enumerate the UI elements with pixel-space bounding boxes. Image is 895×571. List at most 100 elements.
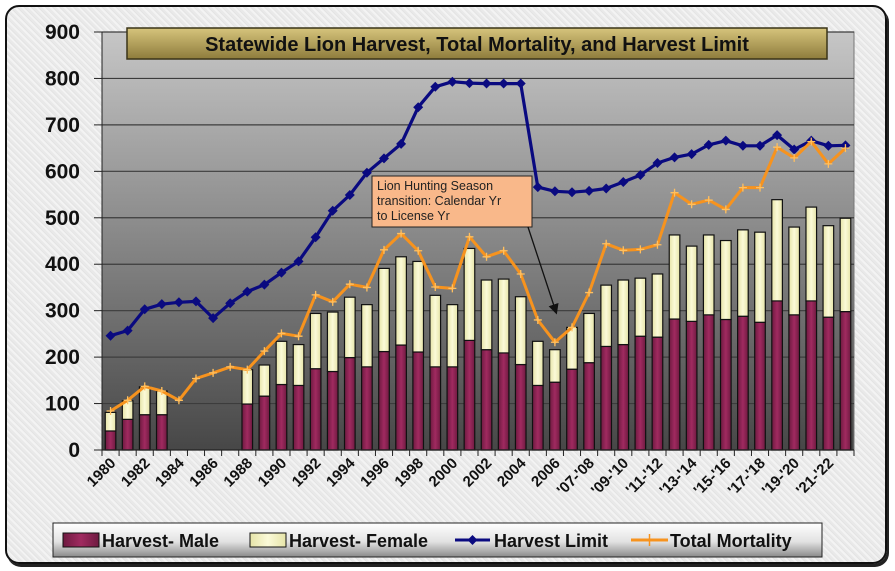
harvest-limit-point — [703, 139, 714, 150]
bar-female — [839, 217, 852, 313]
harvest-limit-point — [601, 183, 612, 194]
total-mortality-point — [157, 387, 166, 396]
total-mortality-point — [414, 246, 423, 255]
total-mortality-point — [277, 329, 286, 338]
harvest-limit-point — [532, 182, 543, 193]
harvest-limit-point — [755, 140, 765, 151]
bar-male — [343, 356, 356, 451]
bar-female — [463, 247, 476, 341]
x-tick-label: '21-'22 — [793, 455, 837, 499]
harvest-limit-point — [720, 135, 731, 146]
x-tick-label: 1994 — [323, 454, 359, 490]
bar-female — [583, 312, 595, 364]
harvest-limit-point — [242, 286, 253, 297]
x-tick-label: 1990 — [255, 455, 291, 491]
bar-male — [600, 345, 613, 451]
annotation-arrow — [527, 226, 559, 315]
y-tick-label: 300 — [45, 300, 80, 323]
bar-female — [104, 411, 117, 432]
bar-male — [634, 335, 647, 451]
harvest-limit-point — [789, 144, 800, 155]
annotation: Lion Hunting Season transition: Calendar… — [371, 175, 559, 315]
x-tick-label: '11-'12 — [623, 455, 667, 499]
y-tick-label: 0 — [68, 439, 80, 462]
bar-male — [514, 363, 527, 451]
total-mortality-point — [431, 282, 440, 291]
harvest-limit-point — [327, 205, 338, 216]
x-tick-label: '13-'14 — [656, 454, 701, 499]
bar-male — [754, 321, 766, 451]
y-tick-label: 700 — [45, 114, 80, 137]
harvest-limit-point — [430, 81, 441, 92]
bar-female — [617, 279, 630, 346]
x-tick-label: 1988 — [220, 455, 256, 491]
harvest-limit-point — [293, 256, 304, 267]
bar-female — [702, 234, 715, 316]
bar-female — [651, 273, 664, 338]
harvest-limit-point — [413, 102, 424, 113]
harvest-limit-point — [652, 157, 663, 168]
total-mortality-point — [226, 362, 235, 371]
total-mortality-point — [294, 332, 303, 341]
harvest-limit-point — [105, 330, 116, 341]
bar-male — [737, 315, 749, 451]
total-mortality-point — [345, 280, 354, 289]
total-mortality-point — [328, 297, 337, 306]
bar-male — [480, 349, 493, 451]
total-mortality-point — [482, 252, 491, 261]
x-tick-label: '15-'16 — [690, 455, 734, 499]
chart-title-text: Statewide Lion Harvest, Total Mortality,… — [205, 34, 749, 56]
bar-female — [771, 199, 783, 302]
bar-female — [737, 229, 749, 317]
x-tick-label: 1998 — [391, 455, 427, 491]
total-mortality-point — [738, 183, 747, 192]
total-mortality-point — [636, 245, 645, 254]
bar-male — [651, 336, 664, 451]
harvest-limit-point — [669, 152, 680, 163]
y-tick-label: 400 — [45, 253, 80, 276]
bar-male — [685, 320, 698, 451]
bar-female — [361, 304, 373, 368]
bar-male — [617, 343, 630, 451]
bar-male — [668, 318, 681, 451]
bar-female — [446, 304, 459, 368]
bar-male — [771, 300, 783, 451]
x-tick-label: 1986 — [186, 455, 222, 491]
bar-female — [309, 312, 322, 370]
harvest-limit-point — [139, 304, 150, 315]
bar-male — [549, 381, 561, 451]
total-mortality-point — [653, 240, 662, 249]
bar-male — [412, 351, 425, 451]
bar-male — [583, 362, 595, 451]
bar-female — [326, 311, 339, 373]
x-tick-label: 1996 — [357, 455, 393, 491]
bar-male — [446, 366, 459, 451]
bar-female — [343, 296, 356, 359]
bar-male — [788, 314, 801, 451]
legend: Harvest- Male Harvest- Female Harvest Li… — [52, 522, 823, 558]
svg-text:Harvest Limit: Harvest Limit — [494, 531, 608, 551]
total-mortality-point — [619, 246, 628, 255]
total-mortality-point — [448, 284, 457, 293]
chart-title: Statewide Lion Harvest, Total Mortality,… — [126, 27, 828, 60]
legend-item-female: Harvest- Female — [249, 531, 428, 551]
total-mortality-point — [260, 347, 269, 356]
legend-item-male: Harvest- Male — [62, 531, 219, 551]
total-mortality-point — [790, 153, 799, 162]
annotation-line-3: to License Yr — [377, 209, 450, 223]
harvest-limit-point — [618, 177, 629, 188]
svg-text:Harvest- Male: Harvest- Male — [102, 531, 219, 551]
x-tick-label: 1980 — [84, 455, 120, 491]
harvest-limit-point — [259, 279, 270, 290]
y-tick-label: 800 — [45, 67, 80, 90]
bar-female — [395, 256, 407, 346]
bar-female — [788, 226, 801, 316]
total-mortality-point — [773, 143, 782, 152]
bar-female — [241, 369, 254, 405]
x-tick-label: 1982 — [118, 455, 154, 491]
y-tick-label: 500 — [45, 207, 80, 230]
harvest-limit-point — [772, 130, 783, 141]
bar-male — [361, 366, 373, 451]
bar-male — [138, 414, 151, 451]
